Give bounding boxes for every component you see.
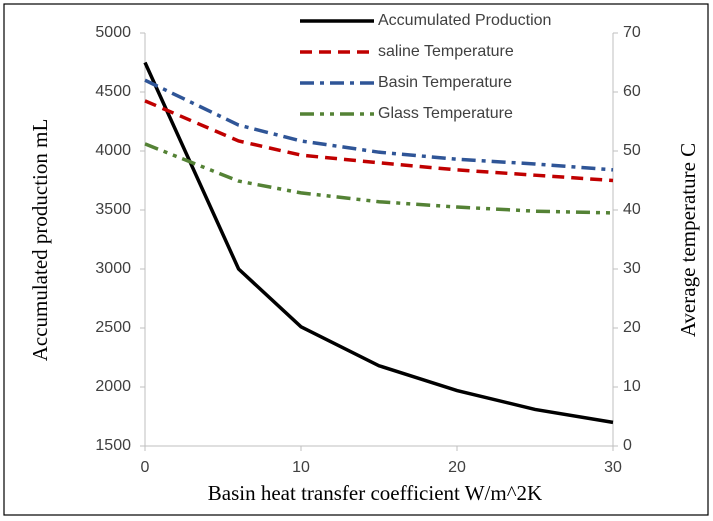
x-tick-label: 30 <box>604 459 622 476</box>
series-line <box>144 78 614 172</box>
y-tick-label: 1500 <box>95 437 131 454</box>
y-axis-title: Accumulated production mL <box>28 119 52 362</box>
y-tick-label: 4000 <box>95 142 131 159</box>
y-tick-label: 4500 <box>95 83 131 100</box>
y2-tick-label: 20 <box>623 319 641 336</box>
x-tick-label: 20 <box>448 459 466 476</box>
series-line <box>144 142 614 215</box>
y-tick-label: 2500 <box>95 319 131 336</box>
y2-tick-label: 50 <box>623 142 641 159</box>
legend-label: Glass Temperature <box>378 105 513 122</box>
x-tick-label: 10 <box>292 459 310 476</box>
series-line <box>143 61 614 425</box>
y2-tick-label: 60 <box>623 83 641 100</box>
legend-label: saline Temperature <box>378 43 514 60</box>
y2-tick-label: 40 <box>623 201 641 218</box>
frame <box>3 3 709 516</box>
x-tick-label: 0 <box>141 459 150 476</box>
y2-tick-label: 30 <box>623 260 641 277</box>
legend-label: Accumulated Production <box>378 12 551 29</box>
y-tick-label: 5000 <box>95 24 131 41</box>
legend-label: Basin Temperature <box>378 74 512 91</box>
y2-tick-label: 70 <box>623 24 641 41</box>
y2-tick-label: 0 <box>623 437 632 454</box>
x-axis-title: Basin heat transfer coefficient W/m^2K <box>208 481 542 505</box>
y-tick-label: 2000 <box>95 378 131 395</box>
y2-tick-label: 10 <box>623 378 641 395</box>
y-tick-label: 3000 <box>95 260 131 277</box>
y-tick-label: 3500 <box>95 201 131 218</box>
y2-axis-title: Average temperature C <box>676 143 700 337</box>
series-line <box>144 99 614 183</box>
